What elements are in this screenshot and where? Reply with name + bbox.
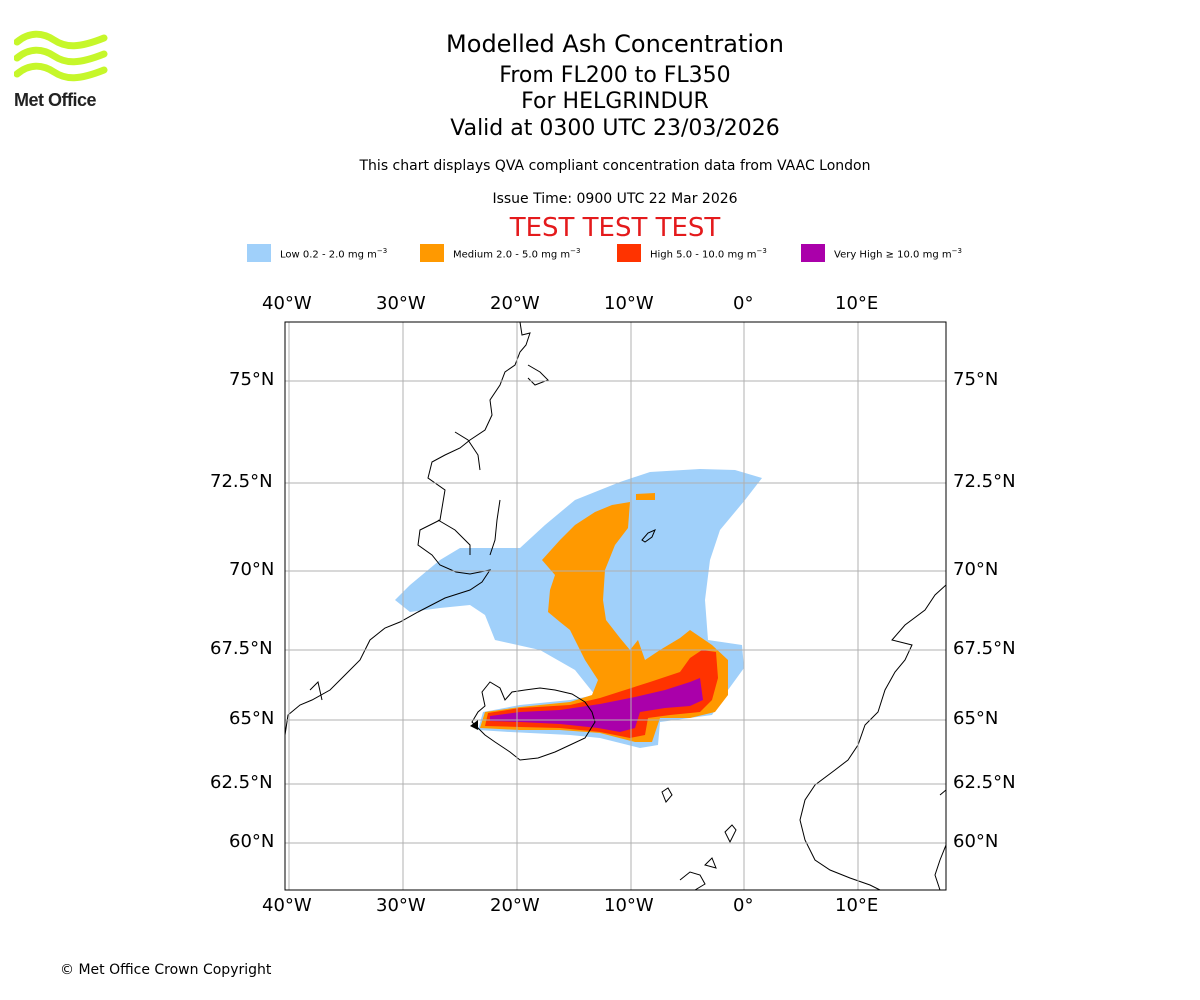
lat-label-left: 67.5°N	[210, 638, 273, 659]
norway-coast	[799, 584, 946, 890]
lon-label-top: 20°W	[490, 293, 540, 314]
lat-label-right: 75°N	[953, 369, 999, 390]
volcano-marker-icon	[470, 720, 478, 730]
lat-label-right: 60°N	[953, 831, 999, 852]
chart-description: This chart displays QVA compliant concen…	[359, 158, 871, 174]
legend-label-high: High 5.0 - 10.0 mg m−3	[650, 247, 767, 261]
lon-label-top: 30°W	[376, 293, 426, 314]
lon-label-bottom: 10°W	[604, 895, 654, 916]
lat-label-right: 62.5°N	[953, 772, 1016, 793]
lon-label-top: 0°	[733, 293, 754, 314]
legend-swatch-medium	[420, 244, 444, 262]
map-frame	[284, 321, 947, 891]
legend-label-very-high: Very High ≥ 10.0 mg m−3	[834, 247, 962, 261]
met-office-waves-icon	[13, 30, 108, 82]
legend-swatch-very-high	[801, 244, 825, 262]
ash-very-high-area	[490, 678, 703, 732]
lat-label-right: 72.5°N	[953, 471, 1016, 492]
lat-label-left: 72.5°N	[210, 471, 273, 492]
gridlines	[285, 322, 946, 890]
legend-swatch-high	[617, 244, 641, 262]
lat-label-left: 75°N	[229, 369, 275, 390]
ash-medium-patch	[636, 493, 655, 500]
lat-label-right: 65°N	[953, 708, 999, 729]
lon-label-bottom: 0°	[733, 895, 754, 916]
logo-text: Met Office	[14, 90, 97, 110]
lon-label-bottom: 40°W	[262, 895, 312, 916]
lon-label-bottom: 30°W	[376, 895, 426, 916]
map-content	[285, 322, 946, 890]
valid-time: Valid at 0300 UTC 23/03/2026	[450, 116, 780, 141]
lat-label-left: 60°N	[229, 831, 275, 852]
volcano-name: For HELGRINDUR	[521, 89, 709, 114]
lat-label-right: 70°N	[953, 559, 999, 580]
issue-time: Issue Time: 0900 UTC 22 Mar 2026	[492, 191, 738, 207]
test-banner: TEST TEST TEST	[509, 213, 721, 243]
met-office-logo: Met Office	[13, 30, 109, 112]
chart-title: Modelled Ash Concentration	[446, 30, 784, 58]
lon-label-bottom: 20°W	[490, 895, 540, 916]
lon-label-top: 40°W	[262, 293, 312, 314]
iceland-coast	[471, 681, 596, 761]
lat-label-left: 70°N	[229, 559, 275, 580]
lon-label-top: 10°W	[604, 293, 654, 314]
lon-label-bottom: 10°E	[835, 895, 879, 916]
lat-label-left: 65°N	[229, 708, 275, 729]
lon-label-top: 10°E	[835, 293, 879, 314]
copyright: © Met Office Crown Copyright	[60, 962, 272, 978]
flight-levels: From FL200 to FL350	[499, 63, 731, 88]
legend-swatch-low	[247, 244, 271, 262]
legend-label-medium: Medium 2.0 - 5.0 mg m−3	[453, 247, 581, 261]
legend-label-low: Low 0.2 - 2.0 mg m−3	[280, 247, 388, 261]
lat-label-left: 62.5°N	[210, 772, 273, 793]
lat-label-right: 67.5°N	[953, 638, 1016, 659]
